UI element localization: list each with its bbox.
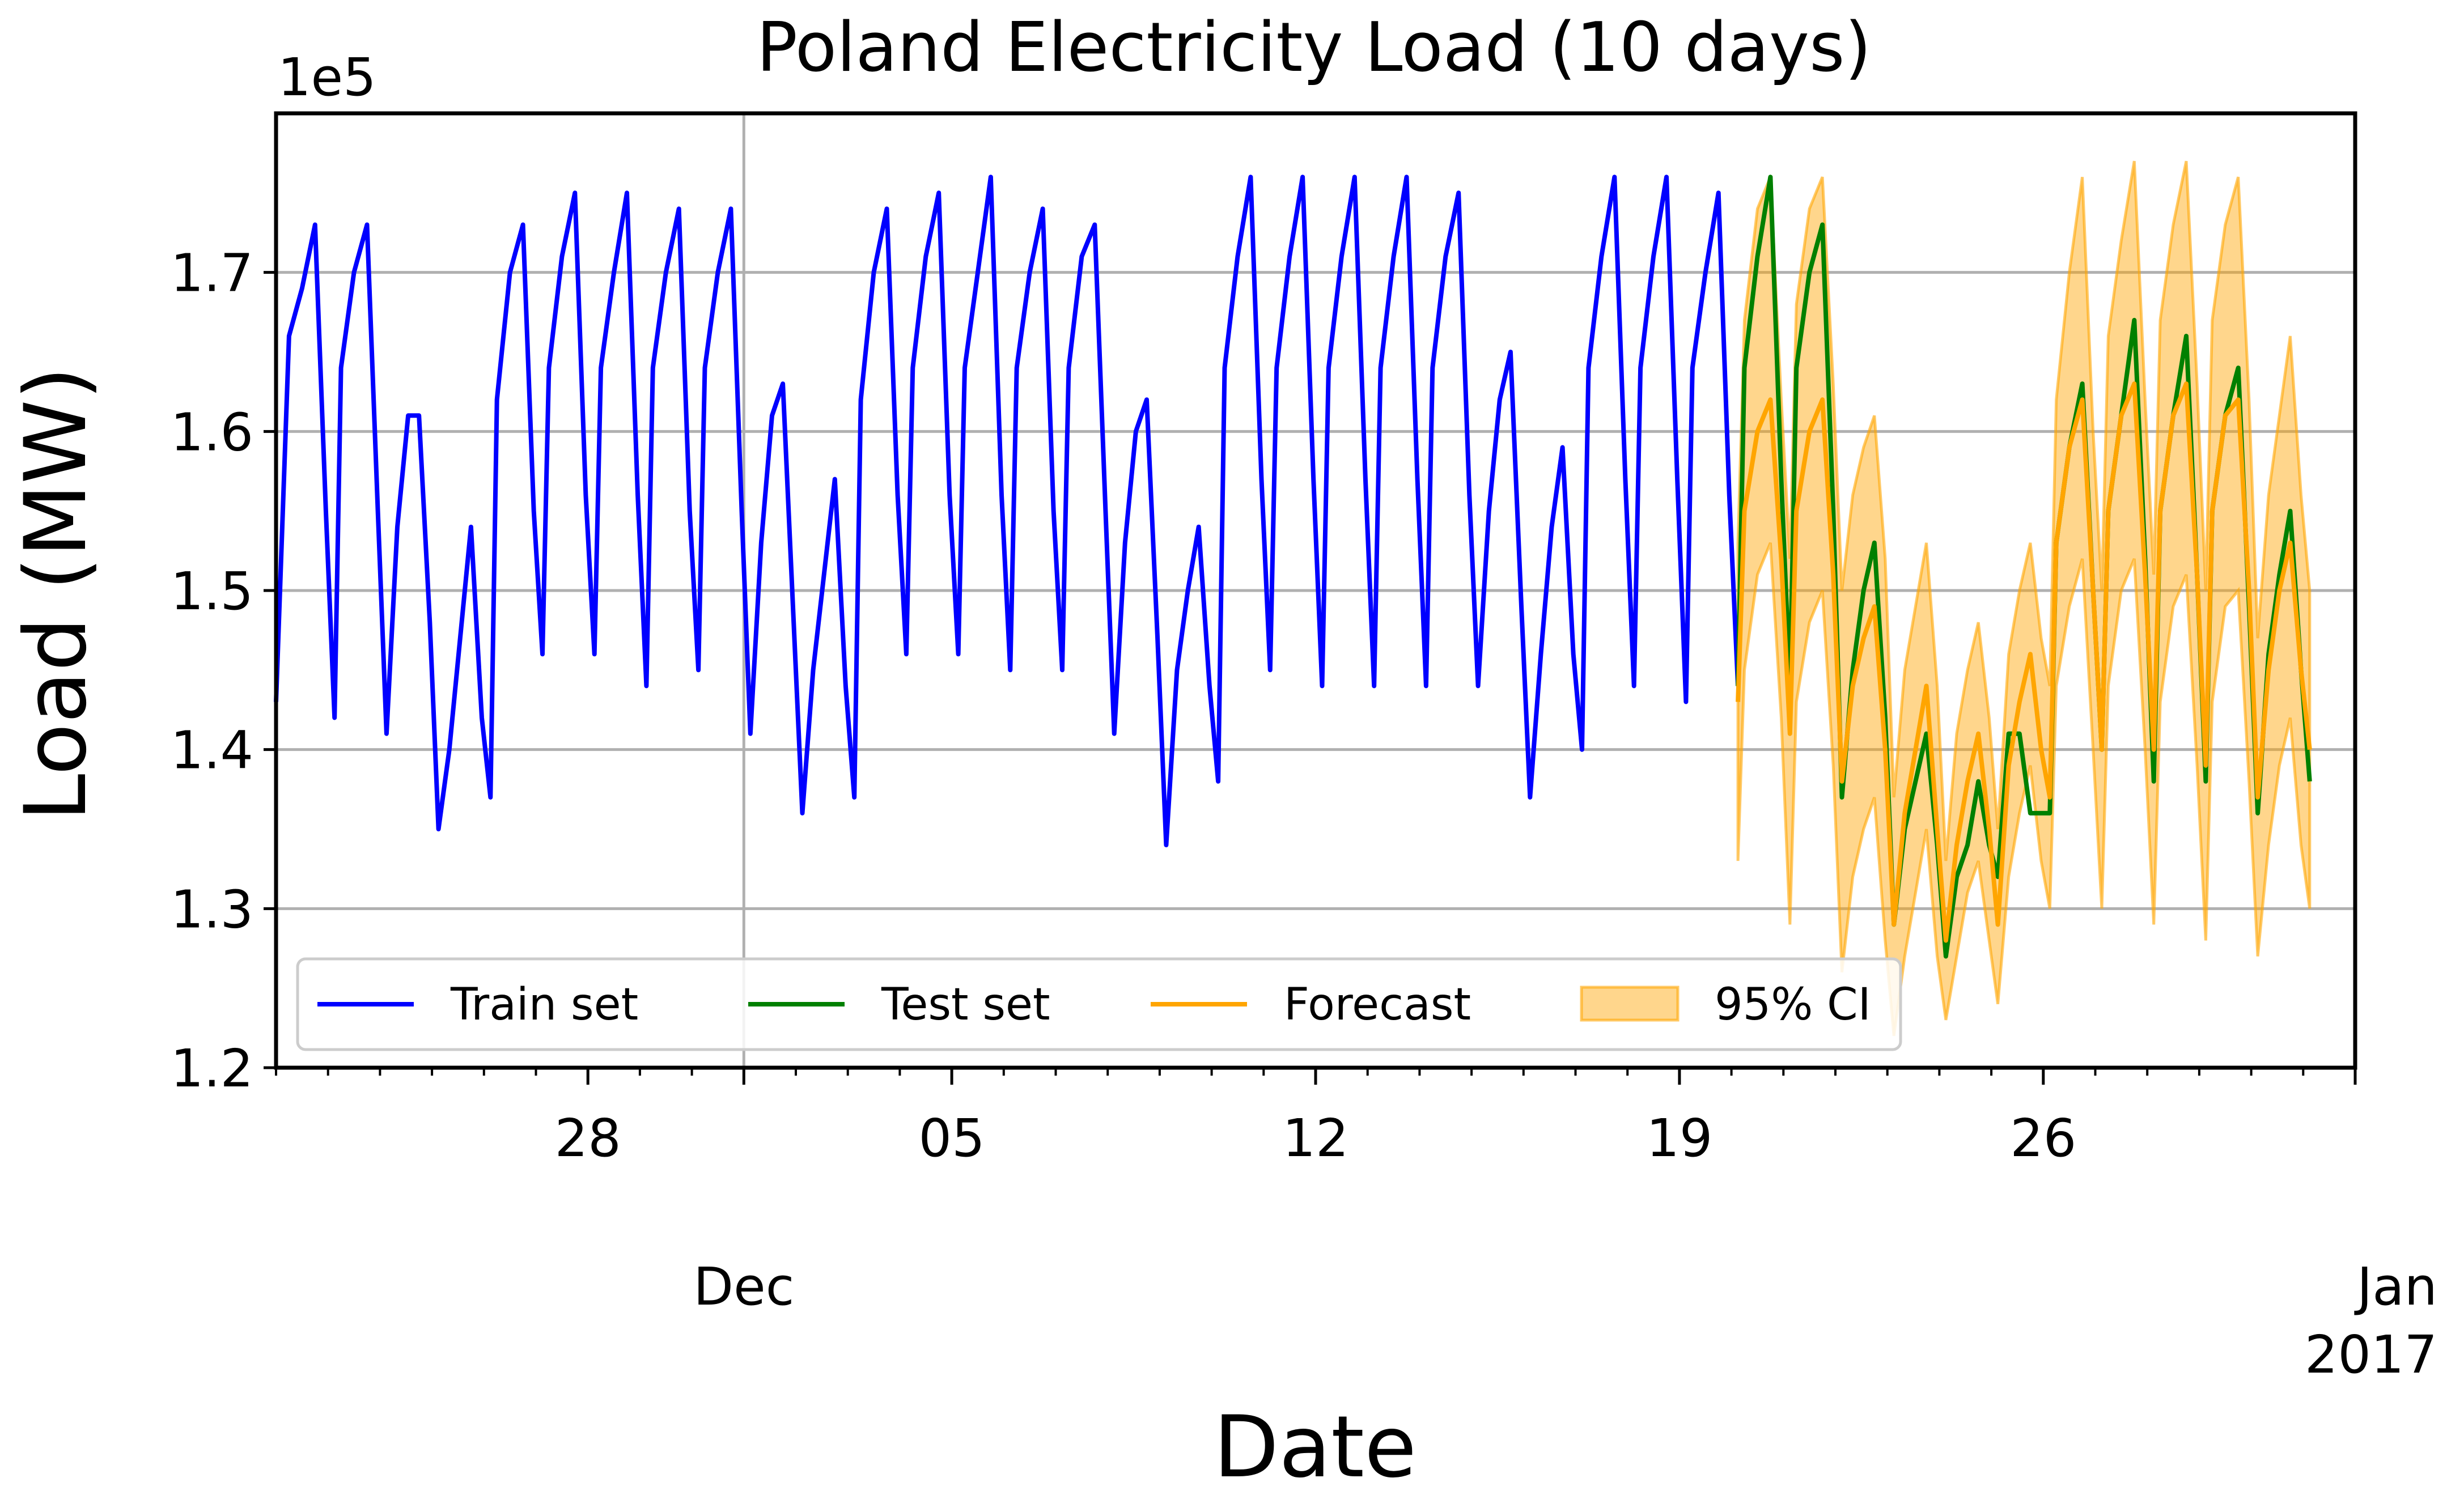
train-set-line — [274, 175, 1741, 848]
x-axis-title: Date — [1214, 1398, 1417, 1497]
legend-box — [296, 957, 1902, 1051]
x-tick-label: 2017 — [2305, 1324, 2437, 1385]
x-tick-label: 26 — [2010, 1108, 2076, 1169]
x-tick-label: 05 — [919, 1108, 985, 1169]
y-axis-title: Load (MW) — [7, 367, 105, 821]
x-tick-label: 28 — [555, 1108, 621, 1169]
legend-swatch — [1580, 986, 1680, 1022]
x-tick-label: Jan — [2354, 1256, 2437, 1317]
x-tick-label: 12 — [1282, 1108, 1348, 1169]
legend-label: Test set — [881, 979, 1050, 1030]
y-tick-label: 1.5 — [171, 561, 253, 622]
legend-label: 95% CI — [1715, 979, 1871, 1030]
forecast-line — [1736, 381, 2312, 943]
grid-layer — [276, 113, 2355, 1069]
y-tick-label: 1.7 — [171, 243, 253, 304]
y-tick-label: 1.6 — [171, 402, 253, 462]
x-tick-label: 19 — [1646, 1108, 1712, 1169]
y-offset-label: 1e5 — [278, 47, 376, 108]
series-line-layer — [274, 175, 2312, 959]
ci-band-layer — [1736, 160, 2312, 1037]
x-tick-label: Dec — [693, 1256, 794, 1317]
y-tick-label: 1.3 — [171, 879, 253, 940]
legend-label: Train set — [450, 979, 638, 1030]
plot-frame — [274, 111, 2357, 1070]
legend-label: Forecast — [1284, 979, 1471, 1030]
y-tick-label: 1.4 — [171, 720, 253, 781]
y-tick-label: 1.2 — [171, 1038, 253, 1099]
legend: Train set Test set Forecast 95% CI — [296, 957, 1902, 1051]
ci-band-95 — [1736, 160, 2312, 1037]
tick-layer: 1.2 1.3 1.4 1.5 1.6 1.7 28 Dec 05 12 19 26 Jan 2017 — [171, 243, 2437, 1385]
chart-title: Poland Electricity Load (10 days) — [757, 9, 1872, 87]
